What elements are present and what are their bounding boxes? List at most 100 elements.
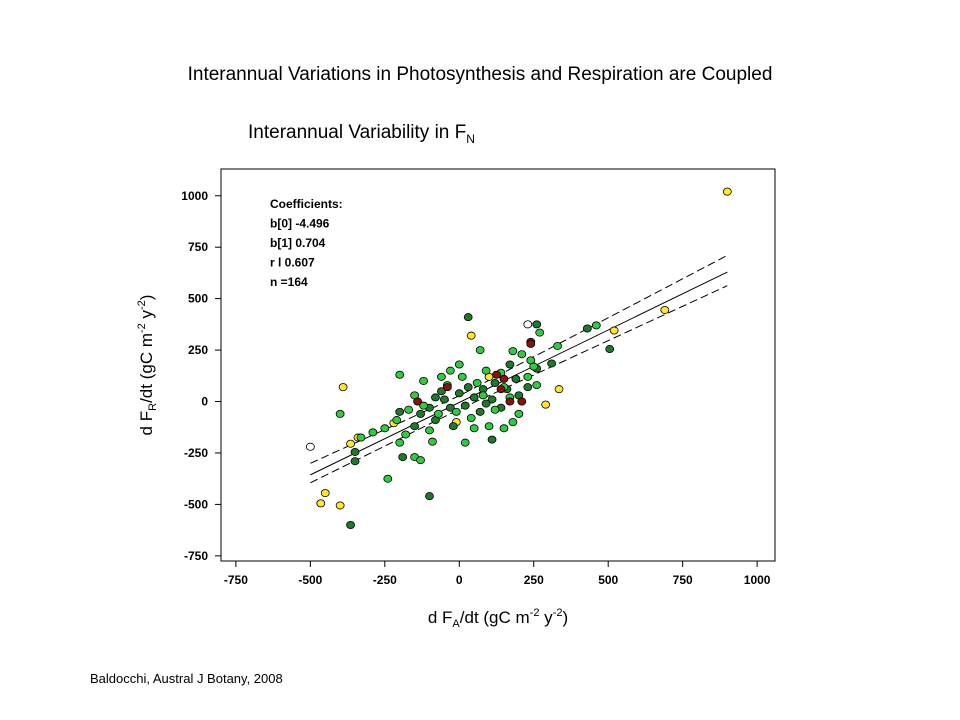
- data-point: [475, 407, 485, 416]
- data-point: [487, 395, 497, 404]
- data-point: [460, 438, 470, 447]
- data-point: [532, 381, 542, 390]
- y-tick-label: 1000: [181, 189, 208, 203]
- coefficient-line: n =164: [270, 275, 308, 289]
- data-point: [305, 442, 315, 451]
- x-axis-title-pre: d F: [428, 608, 453, 627]
- data-point: [490, 405, 500, 414]
- y-axis-title-sub: R: [147, 403, 159, 411]
- x-tick-label: 250: [524, 573, 544, 587]
- data-point: [401, 430, 411, 439]
- confidence-band-group: [310, 254, 728, 484]
- data-point: [481, 366, 491, 375]
- data-point: [472, 379, 482, 388]
- y-tick-label: 500: [188, 292, 208, 306]
- data-point: [439, 395, 449, 404]
- y-axis-title-sup1: -2: [136, 323, 148, 333]
- y-axis-ticks: -750 -500 -250 0 250 500 750 1000: [181, 189, 221, 563]
- x-axis-title-post: ): [562, 608, 568, 627]
- data-point: [445, 403, 455, 412]
- data-point: [392, 416, 402, 425]
- data-point: [499, 424, 509, 433]
- x-axis-title-mid: /dt (gC m: [460, 608, 530, 627]
- y-tick-label: 750: [188, 240, 208, 254]
- data-point: [383, 474, 393, 483]
- data-point: [425, 426, 434, 435]
- x-axis-ticks: -750 -500 -250 0 250 500 750 1000: [224, 561, 771, 587]
- data-point: [346, 520, 355, 529]
- data-point: [609, 326, 619, 335]
- data-point: [442, 383, 452, 392]
- data-point: [469, 424, 479, 433]
- data-point: [431, 393, 440, 402]
- data-point: [460, 401, 470, 410]
- data-point: [437, 372, 446, 381]
- data-point: [335, 501, 345, 510]
- y-axis-title-post: ): [137, 295, 156, 301]
- data-point: [511, 374, 521, 383]
- data-point: [451, 407, 461, 416]
- x-tick-label: 750: [673, 573, 693, 587]
- coefficient-line: r l 0.607: [270, 256, 315, 270]
- data-point: [523, 383, 533, 392]
- data-point: [448, 422, 458, 431]
- data-point: [413, 397, 422, 406]
- data-point: [660, 305, 670, 314]
- x-axis-title: d FA/dt (gC m-2 y-2): [428, 607, 568, 630]
- data-point: [526, 339, 536, 348]
- citation: Baldocchi, Austral J Botany, 2008: [90, 671, 283, 686]
- data-point: [508, 418, 518, 427]
- data-point: [425, 492, 434, 501]
- x-tick-label: -250: [373, 573, 397, 587]
- x-axis-title-sup1: -2: [530, 607, 540, 619]
- data-point: [368, 428, 378, 437]
- data-point: [356, 433, 366, 442]
- data-point: [395, 407, 405, 416]
- data-point: [481, 399, 491, 408]
- data-point: [395, 370, 405, 379]
- data-point: [496, 385, 506, 394]
- data-point: [582, 324, 592, 333]
- data-point: [478, 391, 488, 400]
- data-point: [541, 400, 551, 409]
- data-point: [316, 499, 326, 508]
- data-point: [350, 457, 360, 466]
- x-tick-label: 500: [598, 573, 618, 587]
- data-point: [547, 359, 557, 368]
- data-point: [320, 489, 330, 498]
- coefficient-line: Coefficients:: [270, 197, 343, 211]
- data-point: [487, 435, 497, 444]
- data-point: [398, 453, 408, 462]
- data-point: [490, 379, 500, 388]
- data-point: [553, 341, 562, 350]
- x-axis-title-sup2: -2: [553, 607, 563, 619]
- data-point: [484, 422, 494, 431]
- data-point: [466, 413, 476, 422]
- data-point: [605, 345, 615, 354]
- regression-line: [310, 271, 728, 476]
- y-axis-title: d FR/dt (gC m-2 y-2): [136, 295, 159, 436]
- y-axis-title-mid2: y: [137, 310, 156, 324]
- data-point: [445, 366, 455, 375]
- data-point: [523, 372, 533, 381]
- data-point: [499, 374, 509, 383]
- data-point: [346, 439, 355, 448]
- data-point: [469, 393, 479, 402]
- data-point: [454, 389, 464, 398]
- data-point: [463, 383, 473, 392]
- data-point: [505, 360, 515, 369]
- y-tick-label: 0: [201, 395, 208, 409]
- y-axis-title-pre: d F: [137, 411, 156, 436]
- chart-title-main: Interannual Variability in F: [248, 122, 467, 143]
- data-point: [419, 376, 428, 385]
- x-tick-label: -500: [298, 573, 322, 587]
- y-axis-title-mid: /dt (gC m: [137, 333, 156, 403]
- data-point: [475, 346, 485, 355]
- data-point: [428, 437, 437, 446]
- data-point: [532, 320, 542, 329]
- data-point: [466, 331, 476, 340]
- data-point: [517, 350, 527, 359]
- data-point: [514, 409, 524, 418]
- chart-title-subscript: N: [466, 131, 475, 146]
- data-point: [554, 385, 564, 394]
